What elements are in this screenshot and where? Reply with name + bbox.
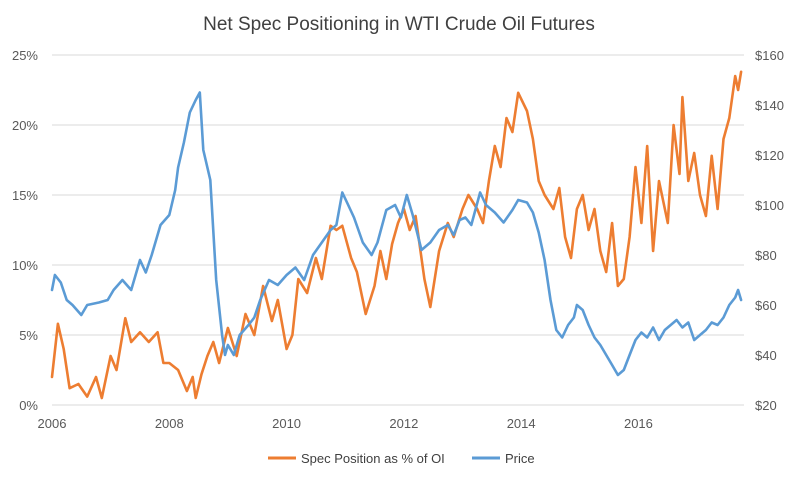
x-tick-label: 2010 (272, 416, 301, 431)
right-tick-label: $120 (755, 148, 784, 163)
left-tick-label: 15% (12, 188, 38, 203)
series-line-price (50, 91, 743, 377)
left-tick-label: 0% (19, 398, 38, 413)
right-tick-label: $20 (755, 398, 777, 413)
left-tick-label: 10% (12, 258, 38, 273)
right-tick-label: $60 (755, 298, 777, 313)
gridlines (52, 54, 744, 406)
right-tick-label: $140 (755, 98, 784, 113)
right-tick-label: $100 (755, 198, 784, 213)
right-tick-label: $80 (755, 248, 777, 263)
x-axis-ticks: 2006 2008 2010 2012 2014 2016 (38, 416, 653, 431)
left-tick-label: 5% (19, 328, 38, 343)
legend-label-spec-position: Spec Position as % of OI (301, 451, 445, 466)
legend-label-price: Price (505, 451, 535, 466)
x-tick-label: 2014 (507, 416, 536, 431)
x-tick-label: 2016 (624, 416, 653, 431)
left-axis-ticks: 0% 5% 10% 15% 20% 25% (12, 48, 38, 413)
left-tick-label: 25% (12, 48, 38, 63)
right-tick-label: $160 (755, 48, 784, 63)
chart-title: Net Spec Positioning in WTI Crude Oil Fu… (203, 14, 595, 35)
right-tick-label: $40 (755, 348, 777, 363)
x-tick-label: 2008 (155, 416, 184, 431)
x-tick-label: 2012 (389, 416, 418, 431)
series-lines (50, 70, 743, 400)
series-line-spec-position (50, 70, 743, 400)
left-tick-label: 20% (12, 118, 38, 133)
chart-legend: Spec Position as % of OI Price (268, 451, 535, 466)
right-axis-ticks: $20 $40 $60 $80 $100 $120 $140 $160 (755, 48, 784, 413)
x-tick-label: 2006 (38, 416, 67, 431)
